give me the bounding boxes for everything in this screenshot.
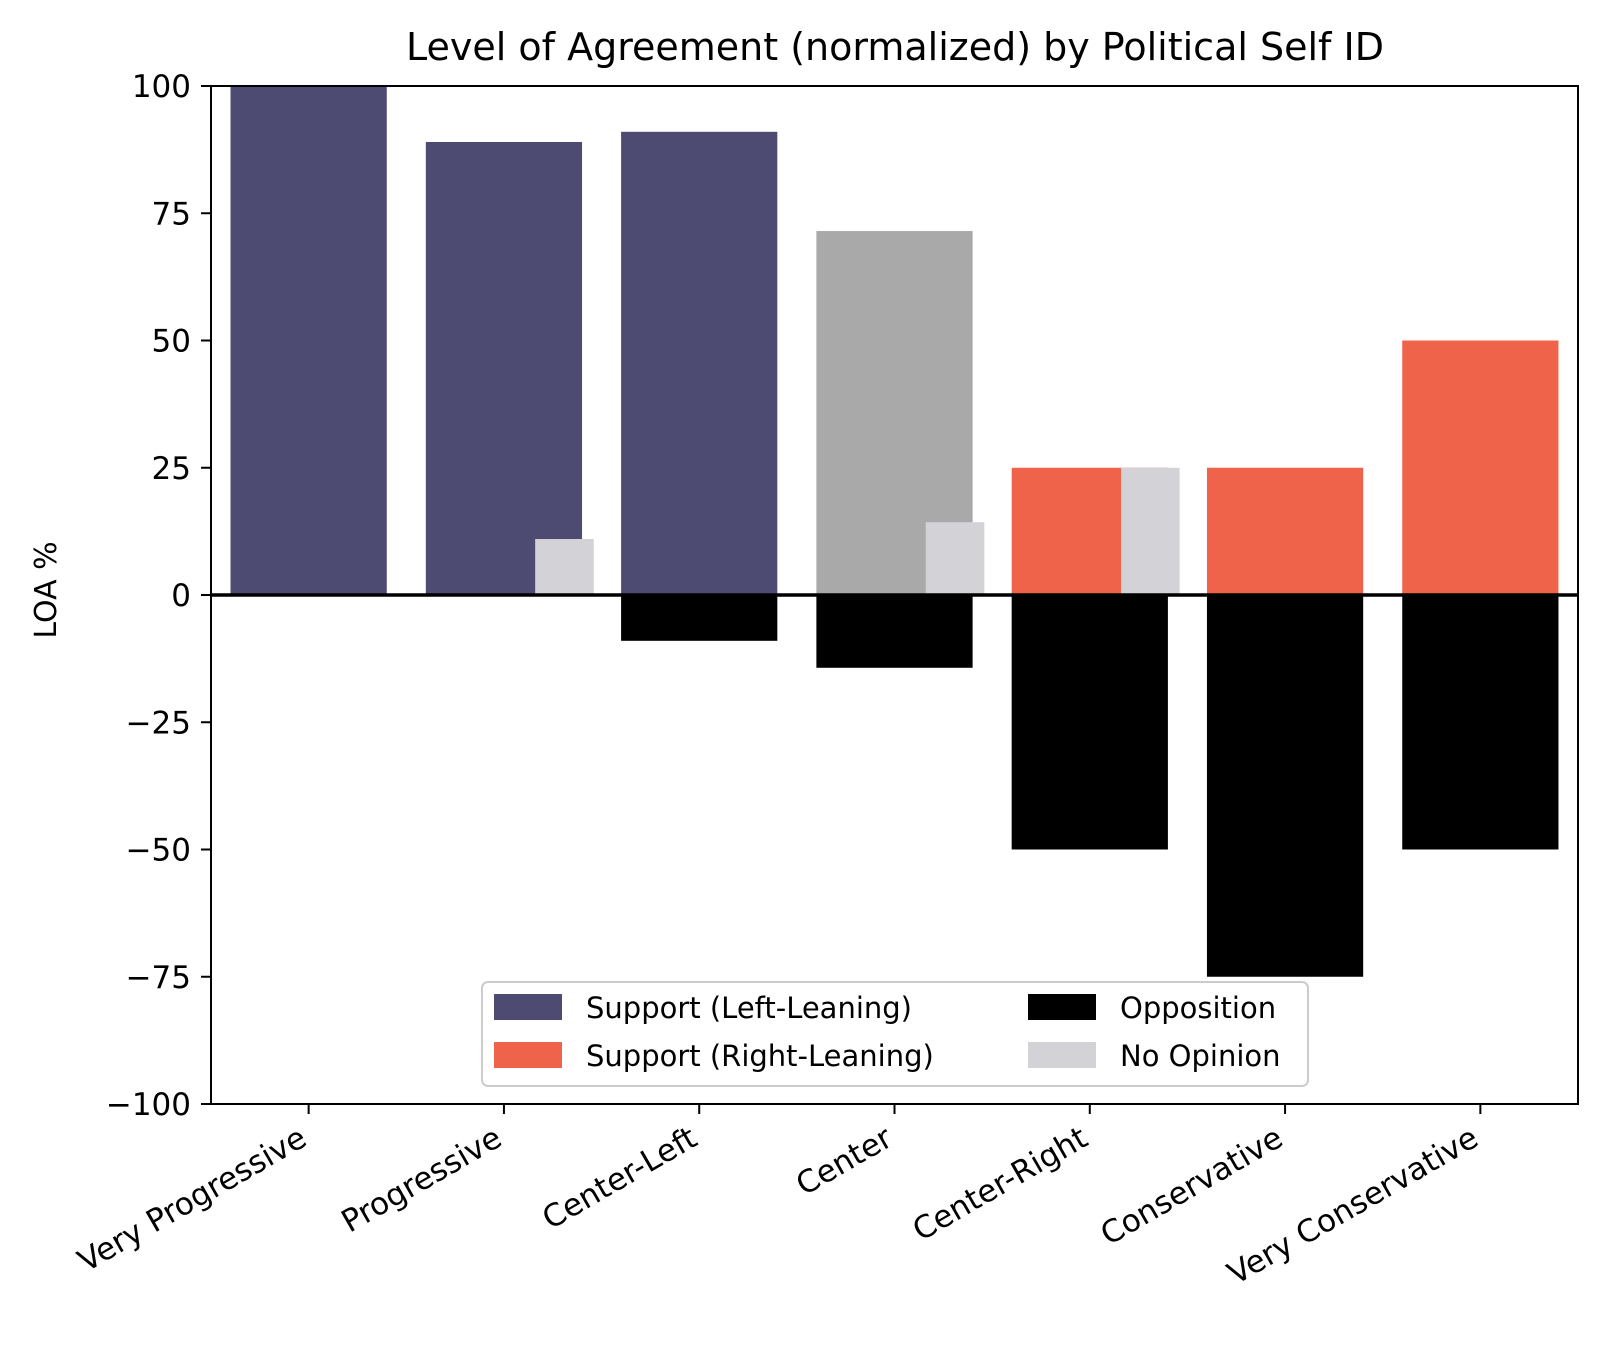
- legend-label: Support (Right-Leaning): [586, 1039, 934, 1073]
- opposition-bar: [816, 595, 973, 668]
- x-tick-label: Very Progressive: [72, 1120, 313, 1280]
- y-tick-label: 0: [171, 578, 191, 614]
- opposition-bar: [1011, 595, 1168, 850]
- x-tick-label: Conservative: [1095, 1120, 1289, 1253]
- legend-swatch: [1028, 994, 1096, 1020]
- y-tick-label: 25: [152, 451, 191, 487]
- legend-swatch: [494, 994, 562, 1020]
- support-bar: [425, 141, 583, 596]
- support-bar: [621, 131, 778, 595]
- y-tick-label: 100: [132, 69, 191, 105]
- no-opinion-bar: [535, 539, 594, 595]
- y-tick-label: −100: [106, 1087, 191, 1123]
- opposition-bar: [1402, 595, 1559, 850]
- legend-label: Opposition: [1120, 991, 1276, 1025]
- opposition-bar: [1206, 595, 1364, 977]
- x-tick-label: Center-Left: [536, 1120, 703, 1237]
- chart-title: Level of Agreement (normalized) by Polit…: [406, 25, 1384, 69]
- y-tick-label: −25: [126, 705, 191, 741]
- support-bar: [1402, 340, 1559, 595]
- y-axis-label: LOA %: [29, 541, 64, 638]
- opposition-bar: [621, 595, 778, 641]
- no-opinion-bar: [1121, 467, 1180, 595]
- x-tick-label: Center-Right: [907, 1120, 1094, 1249]
- legend-swatch: [494, 1042, 562, 1068]
- support-bar: [230, 86, 387, 595]
- x-tick-label: Progressive: [335, 1120, 507, 1240]
- no-opinion-bar: [925, 522, 985, 595]
- y-tick-label: 50: [152, 324, 191, 360]
- y-tick-label: 75: [152, 196, 191, 232]
- legend-label: Support (Left-Leaning): [586, 991, 912, 1025]
- legend-label: No Opinion: [1120, 1039, 1281, 1073]
- y-tick-label: −75: [126, 960, 191, 996]
- legend: Support (Left-Leaning) Opposition Support …: [481, 981, 1309, 1087]
- x-tick-label: Center: [790, 1120, 899, 1203]
- y-tick-label: −50: [126, 833, 191, 869]
- legend-box: [481, 981, 1309, 1087]
- legend-swatch: [1028, 1042, 1096, 1068]
- support-bar: [1206, 467, 1364, 595]
